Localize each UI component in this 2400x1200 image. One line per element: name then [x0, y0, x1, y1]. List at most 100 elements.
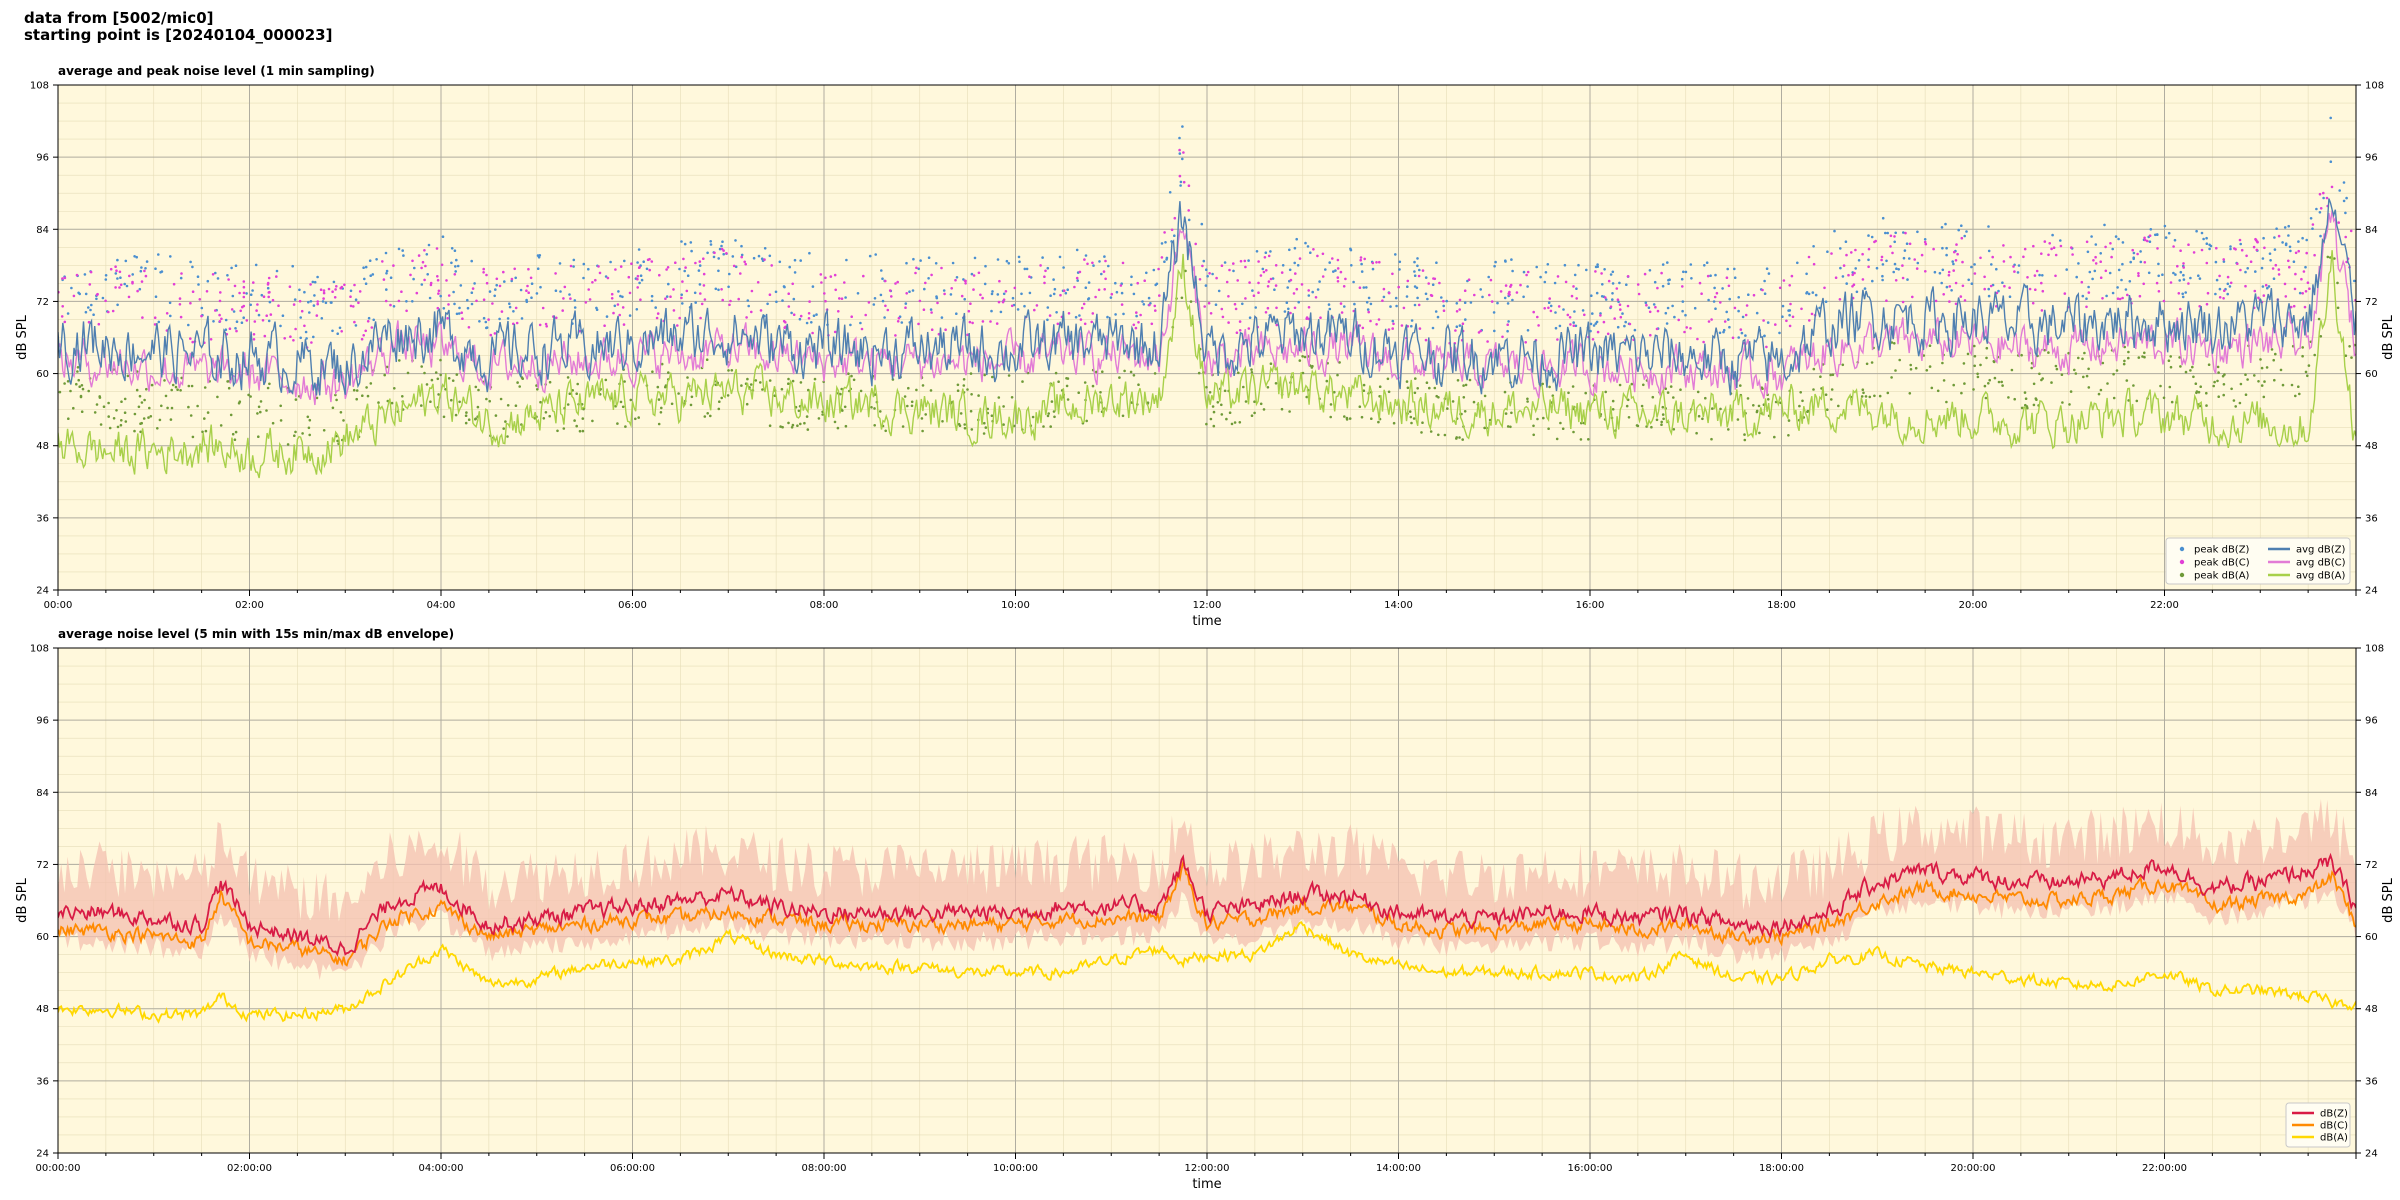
peak-point	[1307, 289, 1310, 292]
peak-point	[365, 386, 368, 389]
peak-point	[465, 411, 468, 414]
peak-point	[763, 247, 767, 250]
peak-point	[678, 267, 681, 271]
peak-point	[1648, 269, 1652, 272]
peak-point	[2222, 393, 2225, 397]
peak-point	[1458, 436, 1461, 439]
peak-point	[1853, 271, 1856, 275]
peak-point	[864, 313, 867, 317]
peak-point	[1841, 275, 1845, 278]
peak-point	[1908, 392, 1912, 395]
peak-point	[2275, 227, 2278, 230]
peak-point	[442, 307, 446, 310]
peak-point	[1662, 417, 1665, 421]
peak-point	[1689, 327, 1692, 330]
peak-point	[514, 404, 518, 408]
peak-point	[307, 426, 311, 430]
peak-point	[1020, 292, 1023, 296]
peak-point	[1314, 296, 1318, 299]
peak-point	[2012, 265, 2015, 268]
peak-point	[1417, 274, 1421, 278]
peak-point	[1248, 281, 1251, 284]
peak-point	[2174, 273, 2177, 276]
peak-point	[493, 332, 497, 335]
peak-point	[779, 425, 782, 428]
peak-point	[249, 303, 252, 307]
peak-point	[2283, 282, 2287, 286]
peak-point	[1420, 431, 1423, 434]
peak-point	[616, 422, 619, 425]
peak-point	[1983, 275, 1986, 279]
peak-point	[717, 288, 720, 292]
peak-point	[1455, 436, 1458, 439]
peak-point	[1028, 275, 1031, 279]
peak-point	[1319, 316, 1322, 320]
peak-point	[778, 260, 782, 264]
y-tick-label: 84	[36, 788, 49, 799]
peak-point	[717, 407, 721, 411]
peak-point	[2309, 217, 2313, 220]
peak-point	[1536, 417, 1539, 421]
peak-point	[1672, 428, 1676, 431]
peak-point	[2167, 231, 2171, 235]
peak-point	[1115, 290, 1119, 294]
peak-point	[429, 281, 433, 285]
peak-point	[200, 314, 203, 318]
peak-point	[1073, 285, 1076, 289]
peak-point	[2294, 272, 2297, 276]
peak-point	[572, 258, 576, 262]
peak-point	[2008, 286, 2011, 290]
peak-point	[1410, 421, 1413, 425]
peak-point	[1831, 373, 1835, 377]
peak-point	[1013, 286, 1017, 290]
y-axis-label: dB SPL	[15, 314, 30, 359]
peak-point	[1198, 278, 1202, 281]
peak-point	[1763, 292, 1767, 296]
peak-point	[1461, 438, 1464, 441]
peak-point	[1909, 368, 1913, 371]
peak-point	[1669, 385, 1673, 388]
peak-point	[1382, 287, 1386, 291]
peak-point	[766, 302, 769, 306]
peak-point	[1381, 299, 1384, 303]
peak-point	[2205, 302, 2209, 306]
peak-point	[680, 296, 683, 300]
peak-point	[226, 274, 229, 277]
peak-point	[698, 260, 702, 263]
peak-point	[135, 388, 139, 392]
peak-point	[582, 276, 585, 280]
peak-point	[1455, 325, 1459, 329]
peak-point	[436, 278, 440, 282]
peak-point	[950, 287, 953, 290]
peak-point	[820, 281, 823, 284]
peak-point	[1660, 423, 1663, 427]
peak-point	[1025, 267, 1029, 271]
peak-point	[1288, 248, 1291, 252]
peak-point	[101, 296, 105, 300]
peak-point	[684, 266, 687, 269]
peak-point	[2001, 281, 2004, 285]
peak-point	[169, 314, 172, 318]
peak-point	[811, 285, 815, 288]
peak-point	[355, 397, 359, 401]
peak-point	[1857, 259, 1861, 262]
peak-point	[2178, 356, 2181, 359]
peak-point	[2184, 291, 2187, 294]
peak-point	[636, 286, 639, 289]
peak-point	[266, 281, 270, 285]
peak-point	[180, 272, 183, 275]
peak-point	[2040, 252, 2043, 255]
peak-point	[330, 301, 333, 304]
peak-point	[156, 427, 159, 430]
peak-point	[1225, 280, 1229, 284]
peak-point	[1737, 296, 1740, 299]
peak-point	[1223, 389, 1227, 393]
peak-point	[2301, 292, 2304, 295]
peak-point	[2120, 278, 2123, 282]
peak-point	[1455, 310, 1459, 313]
peak-point	[1248, 316, 1252, 320]
peak-point	[245, 292, 248, 295]
peak-point	[2213, 380, 2216, 384]
peak-point	[955, 276, 959, 279]
peak-point	[2035, 269, 2039, 273]
